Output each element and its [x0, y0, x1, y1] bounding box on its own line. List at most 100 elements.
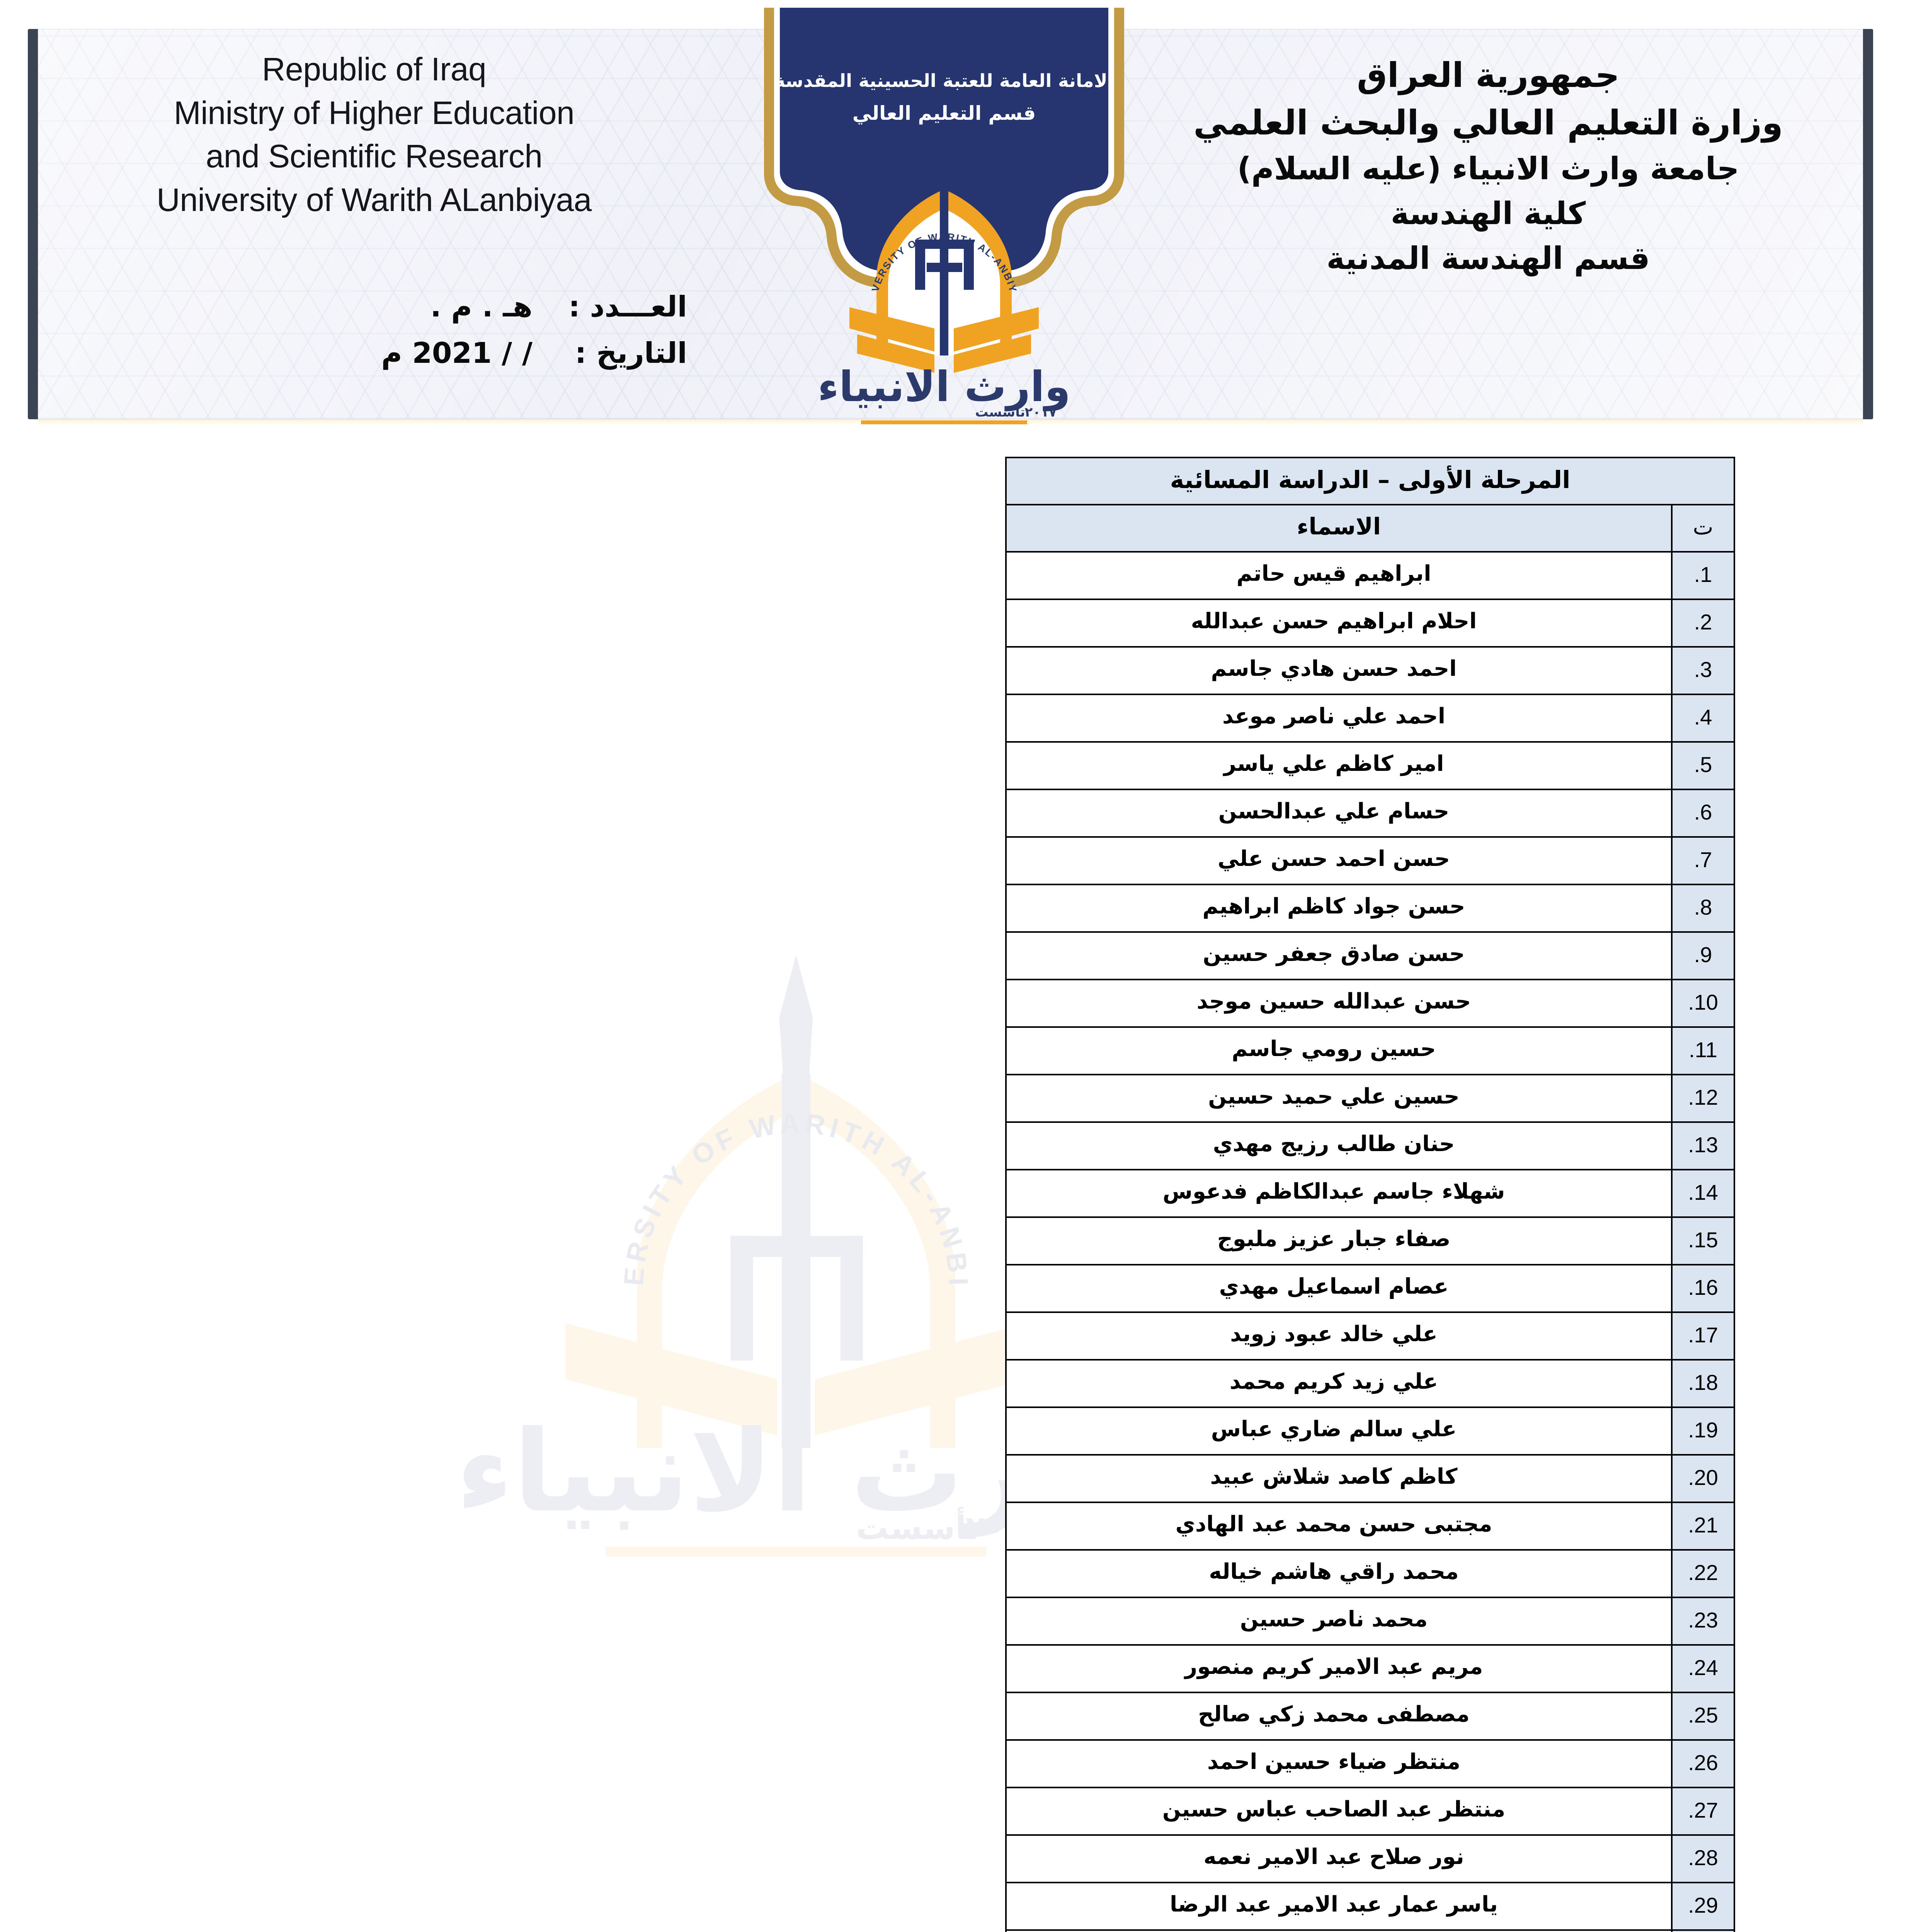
crest-kufic-ornament — [915, 240, 974, 290]
crest-shield-navy — [780, 8, 1108, 271]
table-row: .26 منتظر ضياء حسين احمد — [1005, 1739, 1735, 1788]
table-row: .17 علي خالد عبود زويد — [1005, 1311, 1735, 1361]
table-row: .23 محمد ناصر حسين — [1005, 1597, 1735, 1646]
document-number-value: هـ . م . — [430, 290, 533, 323]
student-name-cell: احمد حسن هادي جاسم — [1005, 646, 1673, 695]
table-row: .20 كاظم كاصد شلاش عبيد — [1005, 1454, 1735, 1503]
student-roster-table: المرحلة الأولى – الدراسة المسائية ت الاس… — [1005, 457, 1735, 1932]
watermark-arc-text: UNIVERSITY OF WARITH AL-ANBIYA'A — [456, 885, 973, 1290]
table-row: .24 مريم عبد الامير كريم منصور — [1005, 1644, 1735, 1693]
student-name-cell: ياسر عمار عبد الامير عبد الرضا — [1005, 1882, 1673, 1931]
row-index-cell: .23 — [1671, 1597, 1735, 1646]
crest-arabic-line-1: الامانة العامة للعتبة الحسينية المقدسة — [774, 70, 1114, 92]
student-name-cell: احلام ابراهيم حسن عبدالله — [1005, 599, 1673, 648]
student-name-cell: صفاء جبار عزيز ملبوج — [1005, 1216, 1673, 1265]
student-name-cell: حسين علي حميد حسين — [1005, 1074, 1673, 1123]
crest-book-left — [849, 307, 934, 352]
table-row: .2 احلام ابراهيم حسن عبدالله — [1005, 599, 1735, 648]
watermark-pen-nib-icon — [779, 955, 813, 1092]
letterhead-ar-country: جمهورية العراق — [1357, 55, 1620, 95]
watermark-book-left — [565, 1323, 778, 1435]
row-index-cell: .22 — [1671, 1549, 1735, 1598]
student-name-cell: نور صلاح عبد الامير نعمه — [1005, 1834, 1673, 1883]
letterhead-ar-college: كلية الهندسة — [1390, 196, 1586, 232]
row-index-cell: .15 — [1671, 1216, 1735, 1265]
watermark-dome-amber — [637, 1073, 955, 1448]
row-index-cell: .28 — [1671, 1834, 1735, 1883]
table-row: .22 محمد راقي هاشم خياله — [1005, 1549, 1735, 1598]
roster-tbody: .1 ابراهيم قيس حاتم .2 احلام ابراهيم حسن عب… — [1005, 551, 1735, 1932]
crest-underline-gold — [861, 420, 1027, 424]
row-index-cell: .7 — [1671, 836, 1735, 885]
student-name-cell: حسن عبدالله حسين موجد — [1005, 979, 1673, 1028]
student-name-cell: كاظم كاصد شلاش عبيد — [1005, 1454, 1673, 1503]
crest-arabic-line-2: قسم التعليم العالي — [853, 102, 1036, 124]
student-name-cell: يحيى احمد سلمان حنون — [1005, 1929, 1673, 1932]
row-index-cell: .2 — [1671, 599, 1735, 648]
row-index-cell: .5 — [1671, 741, 1735, 790]
roster-title: المرحلة الأولى – الدراسة المسائية — [1005, 457, 1735, 505]
row-index-cell: .1 — [1671, 551, 1735, 600]
roster-header-row: ت الاسماء — [1005, 504, 1735, 553]
letterhead-en-line-3: and Scientific Research — [206, 138, 543, 175]
student-name-cell: حنان طالب رزيج مهدي — [1005, 1121, 1673, 1170]
row-index-cell: .14 — [1671, 1169, 1735, 1218]
table-row: .11 حسين رومي جاسم — [1005, 1026, 1735, 1075]
letterhead-ar-university: جامعة وارث الانبياء (عليه السلام) — [1237, 151, 1739, 187]
roster-thead: المرحلة الأولى – الدراسة المسائية ت الاس… — [1005, 457, 1735, 553]
row-index-cell: .8 — [1671, 884, 1735, 933]
table-row: .19 علي سالم ضاري عباس — [1005, 1406, 1735, 1456]
row-index-cell: .20 — [1671, 1454, 1735, 1503]
row-index-cell: .18 — [1671, 1359, 1735, 1408]
row-index-cell: .29 — [1671, 1882, 1735, 1931]
letterhead-ar-ministry: وزارة التعليم العالي والبحث العلمي — [1193, 103, 1783, 143]
student-name-cell: عصام اسماعيل مهدي — [1005, 1264, 1673, 1313]
student-name-cell: علي خالد عبود زويد — [1005, 1311, 1673, 1361]
student-name-cell: امير كاظم علي ياسر — [1005, 741, 1673, 790]
student-name-cell: منتظر ضياء حسين احمد — [1005, 1739, 1673, 1788]
watermark-kufic-ornament — [730, 1236, 863, 1361]
student-name-cell: منتظر عبد الصاحب عباس حسين — [1005, 1787, 1673, 1836]
student-name-cell: مجتبى حسن محمد عبد الهادي — [1005, 1502, 1673, 1551]
row-index-cell: .10 — [1671, 979, 1735, 1028]
roster-header-names: الاسماء — [1005, 504, 1673, 553]
letterhead-arabic-block: جمهورية العراق وزارة التعليم العالي والب… — [1137, 51, 1840, 281]
table-row: .6 حسام علي عبدالحسن — [1005, 789, 1735, 838]
document-date-label: التاريخ : — [575, 336, 687, 370]
student-name-cell: محمد ناصر حسين — [1005, 1597, 1673, 1646]
student-name-cell: حسن صادق جعفر حسين — [1005, 931, 1673, 980]
watermark-dome-white — [662, 1111, 931, 1448]
row-index-cell: .27 — [1671, 1787, 1735, 1836]
crest-book-right-2 — [954, 334, 1031, 373]
letterhead-ar-department: قسم الهندسة المدنية — [1326, 240, 1650, 277]
roster-header-index: ت — [1671, 504, 1735, 553]
student-name-cell: حسام علي عبدالحسن — [1005, 789, 1673, 838]
table-row: .8 حسن جواد كاظم ابراهيم — [1005, 884, 1735, 933]
letterhead-english-block: Republic of Iraq Ministry of Higher Educ… — [61, 48, 687, 221]
row-index-cell: .3 — [1671, 646, 1735, 695]
letterhead-en-line-1: Republic of Iraq — [262, 51, 487, 87]
table-row: .28 نور صلاح عبد الامير نعمه — [1005, 1834, 1735, 1883]
watermark-founded-label: تأسست — [856, 1507, 980, 1547]
watermark-underline — [606, 1546, 987, 1557]
student-name-cell: احمد علي ناصر موعد — [1005, 694, 1673, 743]
row-index-cell: .12 — [1671, 1074, 1735, 1123]
table-row: .16 عصام اسماعيل مهدي — [1005, 1264, 1735, 1313]
document-number-label: العـــدد : — [568, 290, 687, 323]
university-crest-logo: الامانة العامة للعتبة الحسينية المقدسة ق… — [733, 8, 1155, 427]
row-index-cell: .9 — [1671, 931, 1735, 980]
table-row: .5 امير كاظم علي ياسر — [1005, 741, 1735, 790]
table-row: .13 حنان طالب رزيج مهدي — [1005, 1121, 1735, 1170]
student-name-cell: حسن جواد كاظم ابراهيم — [1005, 884, 1673, 933]
student-name-cell: شهلاء جاسم عبدالكاظم فدعوس — [1005, 1169, 1673, 1218]
crest-pen-nib-icon — [938, 147, 950, 196]
student-name-cell: محمد راقي هاشم خياله — [1005, 1549, 1673, 1598]
row-index-cell: .11 — [1671, 1026, 1735, 1075]
table-row: .15 صفاء جبار عزيز ملبوج — [1005, 1216, 1735, 1265]
student-name-cell: مريم عبد الامير كريم منصور — [1005, 1644, 1673, 1693]
row-index-cell: .16 — [1671, 1264, 1735, 1313]
row-index-cell: .26 — [1671, 1739, 1735, 1788]
row-index-cell: .25 — [1671, 1692, 1735, 1741]
table-row: .1 ابراهيم قيس حاتم — [1005, 551, 1735, 600]
row-index-cell: .17 — [1671, 1311, 1735, 1361]
